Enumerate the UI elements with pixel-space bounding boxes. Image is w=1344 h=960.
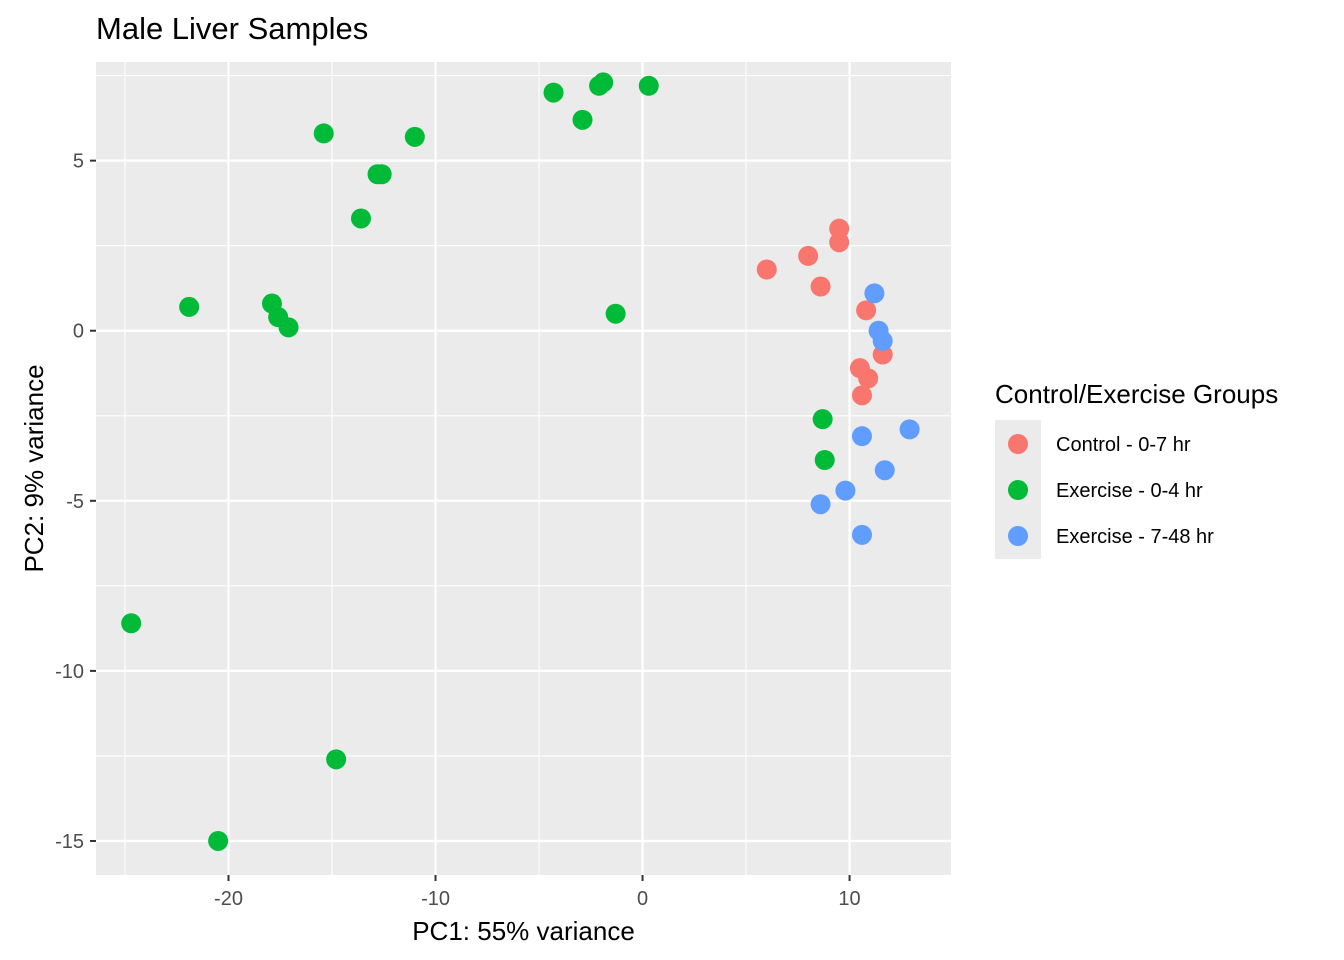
data-point — [593, 72, 614, 93]
legend-label: Exercise - 7-48 hr — [1056, 526, 1214, 548]
data-point — [404, 126, 425, 147]
data-point — [810, 494, 831, 515]
x-tick-label: -10 — [421, 888, 450, 910]
data-point — [851, 426, 872, 447]
series-2 — [121, 72, 835, 851]
y-axis-ticks: 5 0 -5 -10 -15 — [55, 151, 96, 853]
data-point — [856, 300, 877, 321]
data-point — [851, 385, 872, 406]
x-tick-label: 10 — [838, 888, 860, 910]
y-tick-label: -5 — [66, 491, 84, 513]
data-point — [350, 208, 371, 229]
data-point — [313, 123, 334, 144]
data-point — [543, 82, 564, 103]
data-point — [851, 524, 872, 545]
legend-label: Control - 0-7 hr — [1056, 434, 1191, 456]
data-point — [756, 259, 777, 280]
x-tick-label: -20 — [214, 888, 243, 910]
data-point — [798, 245, 819, 266]
series-1 — [756, 218, 893, 406]
data-point — [858, 368, 879, 389]
data-point — [814, 449, 835, 470]
y-tick-label: -10 — [55, 661, 84, 683]
data-point — [872, 330, 893, 351]
y-tick-label: 0 — [73, 321, 84, 343]
y-axis-title: PC2: 9% variance — [19, 364, 49, 572]
data-point — [179, 296, 200, 317]
data-point — [874, 460, 895, 481]
legend-key — [1008, 434, 1028, 454]
data-point — [810, 276, 831, 297]
data-point — [371, 164, 392, 185]
x-axis-ticks: -20 -10 0 10 — [214, 875, 861, 910]
data-point — [864, 283, 885, 304]
data-point — [121, 613, 142, 634]
data-point — [278, 317, 299, 338]
legend-key — [1008, 480, 1028, 500]
plot-panel — [96, 62, 951, 875]
data-point — [638, 75, 659, 96]
data-point — [899, 419, 920, 440]
legend-label: Exercise - 0-4 hr — [1056, 480, 1203, 502]
data-point — [326, 749, 347, 770]
data-point — [572, 109, 593, 130]
data-points — [121, 72, 920, 851]
data-point — [605, 303, 626, 324]
grid-lines — [96, 62, 951, 875]
x-tick-label: 0 — [637, 888, 648, 910]
series-3 — [810, 283, 920, 545]
y-tick-label: 5 — [73, 151, 84, 173]
y-tick-label: -15 — [55, 831, 84, 853]
x-axis-title: PC1: 55% variance — [412, 916, 635, 946]
data-point — [208, 830, 229, 851]
data-point — [835, 480, 856, 501]
chart-title: Male Liver Samples — [96, 11, 368, 46]
legend-title: Control/Exercise Groups — [995, 379, 1278, 409]
data-point — [812, 409, 833, 430]
legend-key — [1008, 526, 1028, 546]
legend: Control/Exercise Groups Control - 0-7 hr… — [995, 379, 1278, 559]
data-point — [829, 232, 850, 253]
